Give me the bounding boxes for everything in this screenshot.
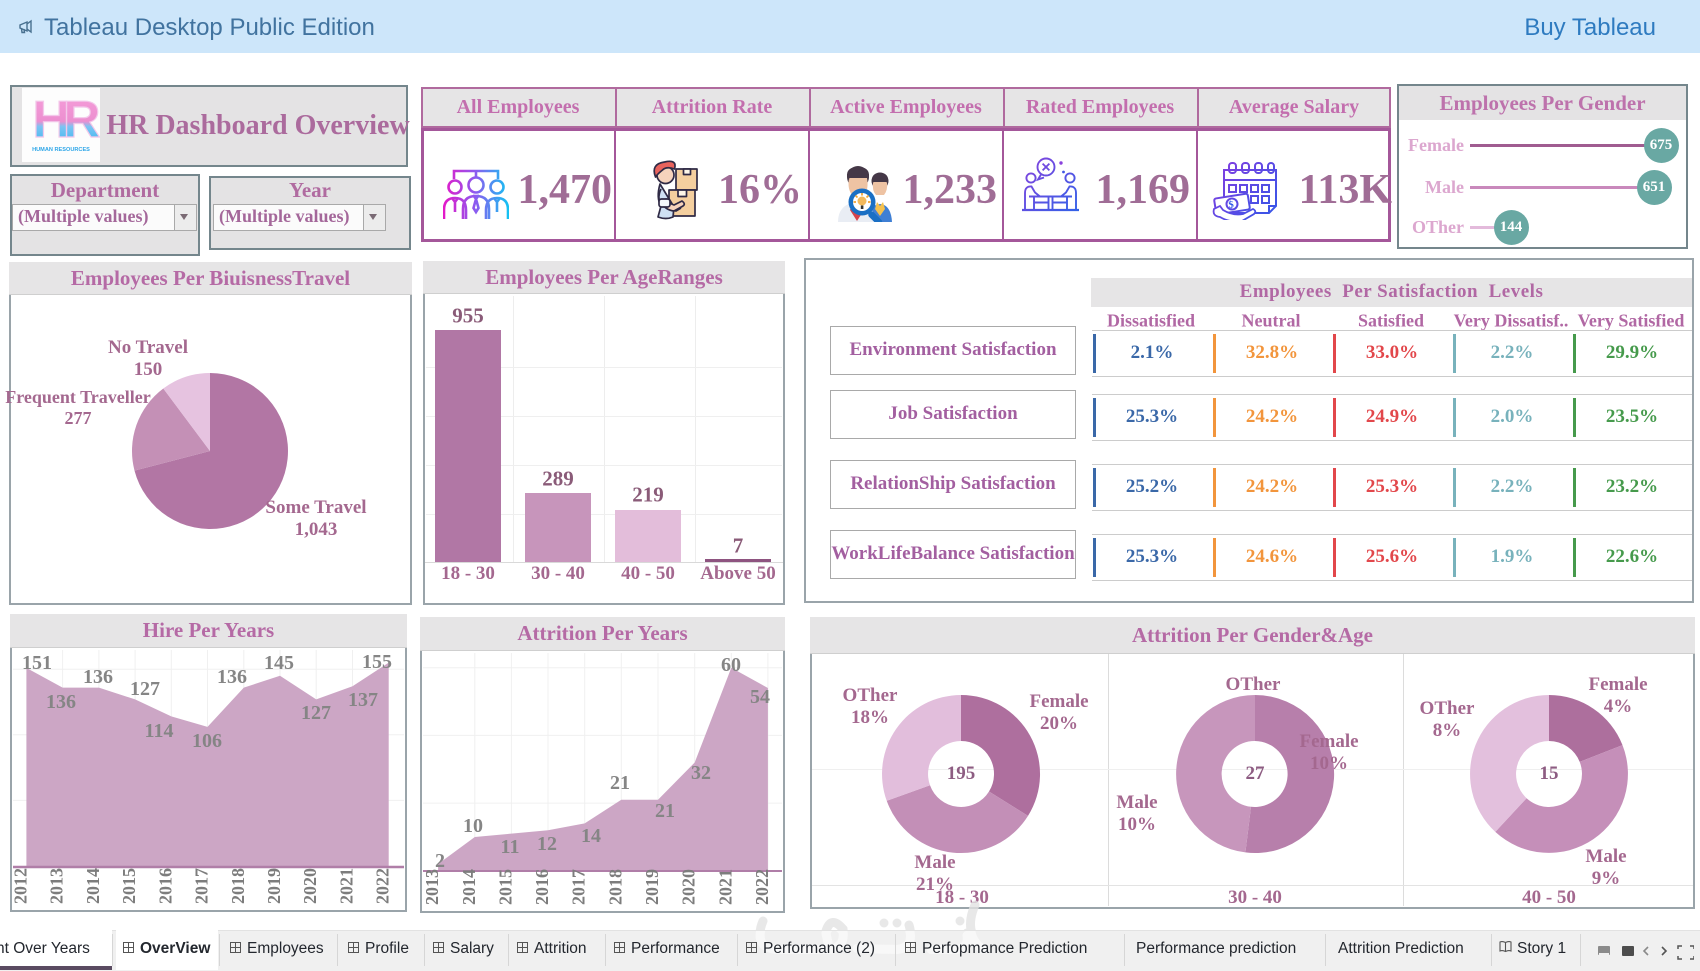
svg-text:$: $ [1228,199,1235,211]
svg-text:32: 32 [691,762,711,784]
svg-text:114: 114 [145,720,174,742]
svg-text:54: 54 [750,686,770,708]
svg-text:155: 155 [362,651,392,673]
svg-text:2016: 2016 [532,869,552,905]
svg-text:2014: 2014 [83,868,103,904]
svg-text:2014: 2014 [459,869,479,905]
svg-text:2020: 2020 [679,869,699,905]
svg-text:2019: 2019 [642,869,662,905]
svg-text:60: 60 [721,654,741,676]
svg-text:2018: 2018 [228,868,248,904]
svg-text:2013: 2013 [47,868,67,904]
svg-text:2016: 2016 [155,868,175,904]
svg-text:2022: 2022 [752,869,772,905]
svg-text:127: 127 [130,678,160,700]
svg-text:14: 14 [581,825,601,847]
svg-text:2021: 2021 [337,868,357,904]
svg-text:2022: 2022 [373,868,393,904]
svg-text:145: 145 [264,652,294,674]
svg-text:2021: 2021 [715,869,735,905]
svg-text:2012: 2012 [10,868,30,904]
svg-text:2018: 2018 [605,869,625,905]
svg-text:21: 21 [655,800,675,822]
svg-text:HR: HR [32,91,100,149]
svg-text:10: 10 [463,815,483,837]
svg-text:2017: 2017 [569,869,589,905]
svg-text:151: 151 [22,652,52,674]
svg-text:2020: 2020 [300,868,320,904]
svg-text:2015: 2015 [119,868,139,904]
svg-text:12: 12 [537,833,557,855]
svg-text:2015: 2015 [495,869,515,905]
svg-text:136: 136 [83,666,113,688]
svg-text:2: 2 [435,850,445,872]
svg-text:106: 106 [192,730,222,752]
svg-text:2013: 2013 [422,869,442,905]
svg-text:137: 137 [348,689,378,711]
svg-text:127: 127 [301,702,331,724]
svg-text:2019: 2019 [264,868,284,904]
svg-text:136: 136 [217,666,247,688]
svg-text:21: 21 [610,772,630,794]
svg-text:136: 136 [46,691,76,713]
svg-text:11: 11 [501,836,520,858]
svg-text:HUMAN RESOURCES: HUMAN RESOURCES [32,147,90,153]
svg-text:2017: 2017 [192,868,212,904]
